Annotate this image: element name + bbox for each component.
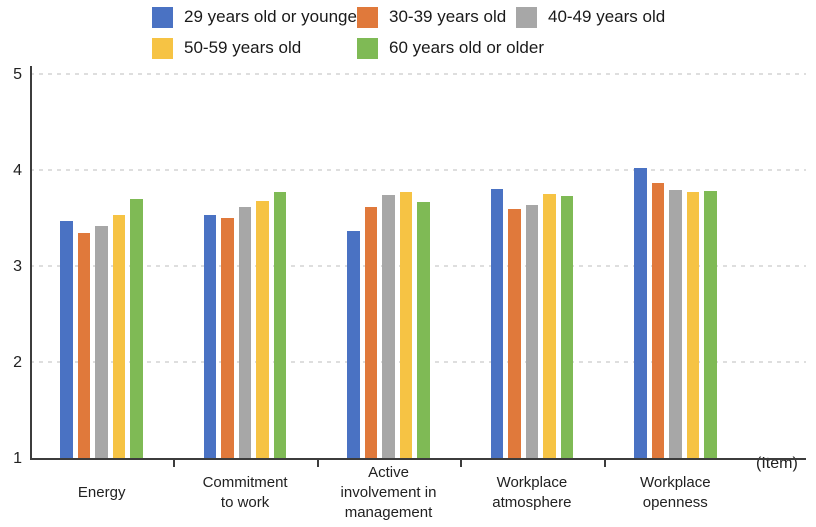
legend-item: 30-39 years old — [357, 5, 516, 29]
y-axis — [30, 66, 32, 460]
legend-swatch-icon — [152, 37, 173, 59]
legend-label: 30-39 years old — [389, 7, 507, 26]
bar — [238, 207, 252, 458]
y-axis-tick-label: 1 — [13, 450, 22, 467]
legend-item: 50-59 years old — [152, 36, 357, 60]
bar — [273, 192, 287, 458]
legend-label: 29 years old or younger — [184, 7, 363, 26]
legend: 29 years old or younger 30-39 years old 40… — [152, 5, 665, 60]
legend-swatch-icon — [516, 6, 537, 28]
bar — [508, 209, 521, 458]
x-axis-tick — [603, 458, 606, 467]
bar — [651, 183, 665, 458]
legend-swatch-icon — [357, 6, 378, 28]
bar — [417, 201, 430, 458]
bar — [95, 225, 108, 458]
bar — [347, 231, 360, 458]
legend-item: 40-49 years old — [516, 5, 665, 29]
legend-item: 60 years old or older — [357, 36, 544, 60]
bar — [382, 194, 395, 458]
y-axis-tick-label: 4 — [13, 162, 22, 179]
x-axis-category-label: Commitment to work — [202, 474, 288, 511]
x-axis-tick — [316, 458, 319, 467]
bar — [203, 215, 217, 458]
bar — [221, 218, 234, 458]
bar-group — [173, 66, 316, 458]
bar — [112, 215, 126, 458]
bar — [60, 220, 73, 458]
legend-label: 40-49 years old — [548, 7, 666, 26]
bar — [77, 233, 91, 458]
bar — [256, 200, 269, 458]
gridline — [30, 169, 806, 171]
x-axis-tick — [173, 458, 176, 467]
x-axis-category-label: Active involvement in management — [340, 464, 437, 521]
bar — [130, 198, 143, 458]
bar — [525, 204, 539, 458]
bar — [490, 189, 504, 458]
bar — [669, 190, 682, 458]
bar-group — [604, 66, 747, 458]
bar-group — [317, 66, 460, 458]
y-axis-tick-label: 5 — [13, 66, 22, 83]
y-axis-tick-label: 3 — [13, 258, 22, 275]
bar — [543, 194, 556, 458]
x-axis-tick — [460, 458, 463, 467]
bar-group — [460, 66, 603, 458]
bar — [634, 168, 647, 458]
bar — [364, 207, 378, 458]
legend-swatch-icon — [152, 6, 173, 28]
bar — [704, 191, 717, 458]
legend-item: 29 years old or younger — [152, 5, 363, 29]
legend-swatch-icon — [357, 37, 378, 59]
bar — [399, 192, 413, 458]
legend-label: 50-59 years old — [184, 38, 302, 57]
bar — [686, 192, 700, 458]
x-axis-category-label: Workplace atmosphere — [492, 474, 572, 511]
bar-group — [30, 66, 173, 458]
x-axis-category-label: Workplace openness — [639, 474, 711, 511]
legend-label: 60 years old or older — [389, 38, 544, 57]
y-axis-tick-label: 2 — [13, 354, 22, 371]
x-axis-category-label: Energy — [77, 484, 126, 501]
x-axis — [30, 458, 806, 460]
bar — [560, 195, 574, 458]
gridline — [30, 73, 806, 75]
